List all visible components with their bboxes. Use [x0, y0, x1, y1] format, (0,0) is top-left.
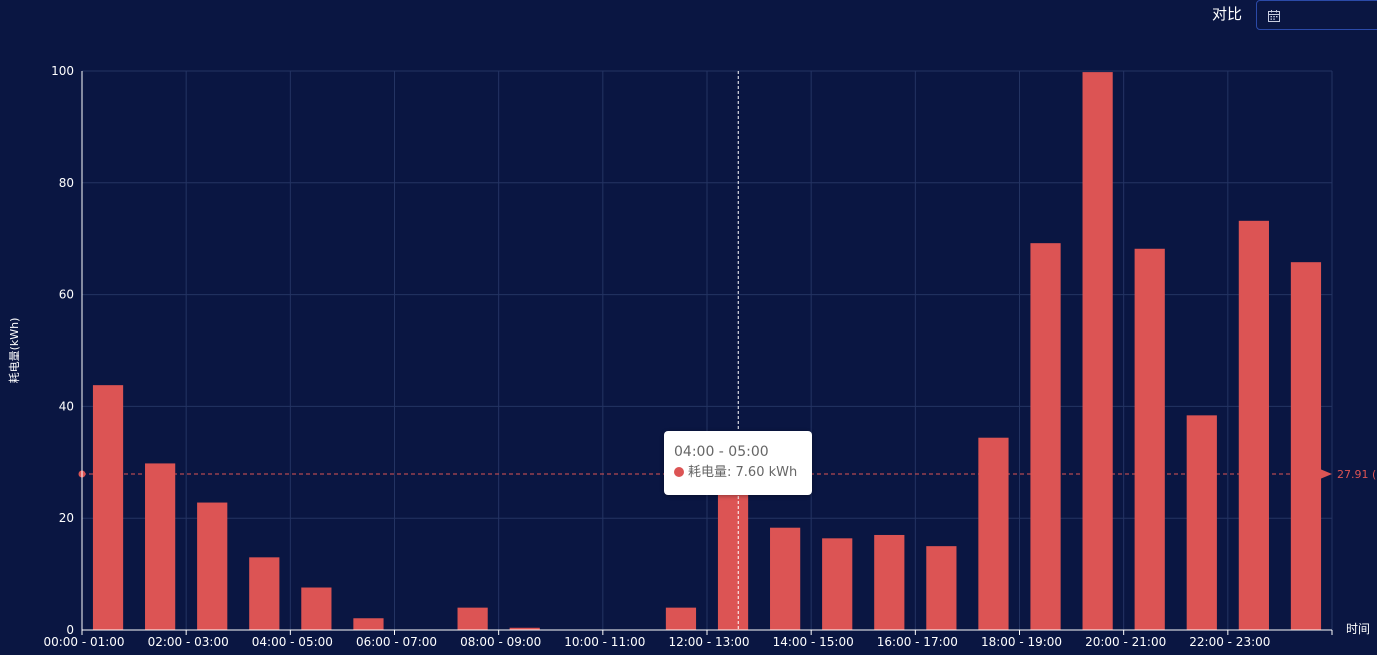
x-tick-label: 08:00 - 09:00 [460, 635, 541, 649]
bar [509, 627, 540, 630]
y-axis-name: 耗电量(kWh) [8, 318, 21, 384]
tooltip-row: 耗电量: 7.60 kWh [674, 464, 802, 482]
bar [197, 502, 228, 630]
average-line-arrow [1320, 468, 1332, 479]
bar [1082, 72, 1113, 631]
bar [92, 385, 124, 630]
bar [1134, 248, 1165, 630]
bar [822, 538, 853, 630]
x-tick-label: 06:00 - 07:00 [356, 635, 437, 649]
x-tick-label: 00:00 - 01:00 [43, 635, 124, 649]
bar [301, 587, 332, 630]
average-line-label: 27.91 ( [1337, 468, 1376, 481]
y-tick-label: 20 [59, 511, 74, 525]
compare-label: 对比 [1212, 5, 1243, 23]
bar [978, 437, 1009, 630]
x-tick-label: 04:00 - 05:00 [252, 635, 333, 649]
x-tick-label: 10:00 - 11:00 [564, 635, 645, 649]
series-color-dot [674, 467, 684, 477]
date-picker[interactable] [1256, 0, 1377, 30]
bar [1290, 262, 1322, 630]
bar [353, 618, 384, 630]
x-axis-name: 时间 [1346, 622, 1370, 636]
x-tick-label: 02:00 - 03:00 [148, 635, 229, 649]
bar [1186, 415, 1217, 630]
x-tick-label: 12:00 - 13:00 [668, 635, 749, 649]
bar [145, 463, 176, 630]
y-tick-label: 40 [59, 399, 74, 413]
y-tick-label: 60 [59, 288, 74, 302]
y-tick-label: 0 [66, 623, 74, 637]
y-tick-label: 100 [51, 64, 74, 78]
bar [717, 476, 749, 630]
bar [1238, 220, 1269, 630]
bar [457, 607, 488, 630]
tooltip-value: 7.60 kWh [735, 465, 798, 480]
bar [665, 607, 697, 630]
tooltip-series-label: 耗电量 [688, 465, 728, 480]
x-tick-label: 22:00 - 23:00 [1189, 635, 1270, 649]
y-tick-label: 80 [59, 176, 74, 190]
x-tick-label: 18:00 - 19:00 [981, 635, 1062, 649]
bar [249, 557, 280, 630]
bar [770, 527, 801, 630]
calendar-icon[interactable] [1267, 8, 1281, 22]
x-tick-label: 14:00 - 15:00 [773, 635, 854, 649]
bar [1030, 243, 1061, 630]
chart-tooltip: 04:00 - 05:00 耗电量: 7.60 kWh [664, 431, 812, 495]
bar [874, 534, 905, 630]
bar [926, 546, 957, 630]
x-tick-label: 16:00 - 17:00 [877, 635, 958, 649]
tooltip-title: 04:00 - 05:00 [674, 444, 769, 460]
x-tick-label: 20:00 - 21:00 [1085, 635, 1166, 649]
